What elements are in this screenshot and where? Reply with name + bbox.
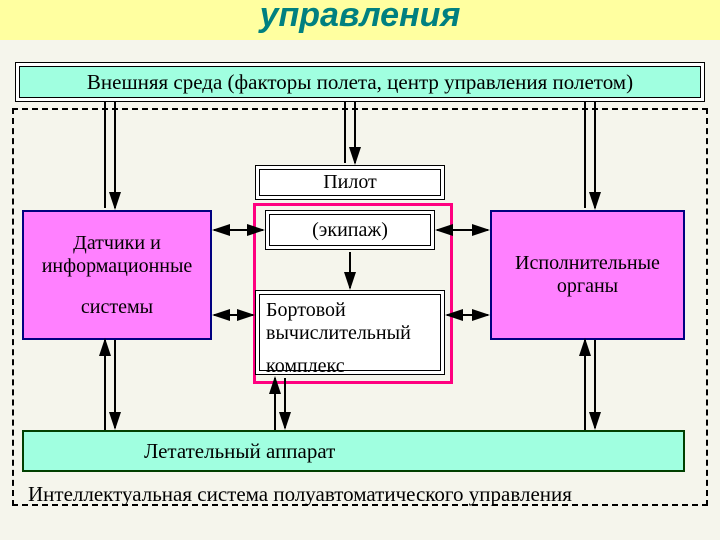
title-band: управления	[0, 0, 720, 40]
pilot-title-label: Пилот	[323, 171, 377, 194]
computer-label: Бортовой вычислительный комплекс	[266, 299, 411, 378]
node-env: Внешняя среда (факторы полета, центр упр…	[15, 62, 705, 102]
title-text: управления	[260, 0, 461, 34]
crew-label: (экипаж)	[312, 219, 388, 242]
node-sensors: Датчики и информационные системы	[22, 210, 212, 340]
node-actuators: Исполнительные органы	[490, 210, 685, 340]
env-label: Внешняя среда (факторы полета, центр упр…	[87, 70, 633, 95]
node-computer: Бортовой вычислительный комплекс	[255, 290, 445, 375]
aircraft-label: Летательный аппарат	[144, 439, 335, 464]
sensors-label: Датчики и информационные системы	[42, 232, 193, 319]
actuators-label: Исполнительные органы	[515, 252, 660, 298]
caption: Интеллектуальная система полуавтоматичес…	[28, 482, 572, 507]
node-crew: (экипаж)	[265, 210, 435, 250]
node-aircraft: Летательный аппарат	[22, 430, 685, 472]
node-pilot-title: Пилот	[255, 165, 445, 200]
